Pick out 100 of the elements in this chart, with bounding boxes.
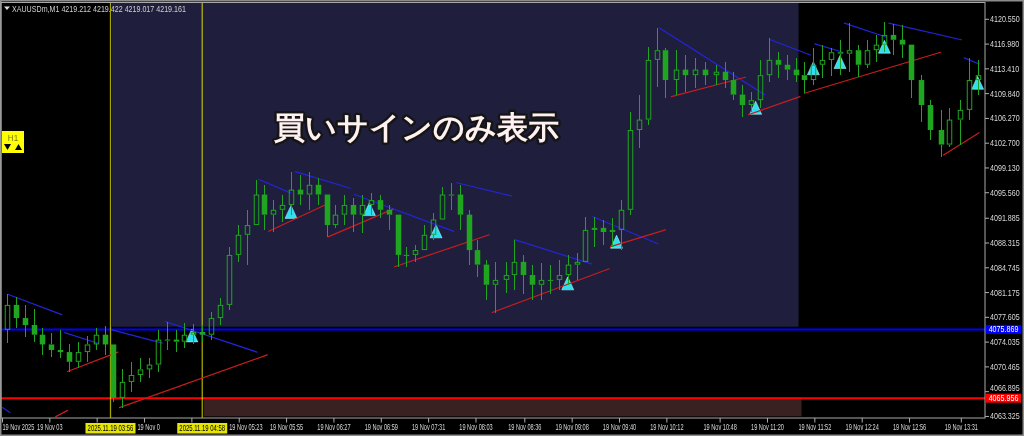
candlestick	[618, 199, 625, 251]
candlestick	[368, 192, 375, 216]
candlestick	[279, 194, 286, 223]
candlestick	[395, 214, 402, 268]
y-tick-label: 4095.560	[990, 188, 1021, 198]
x-tick-label: 19 Nov 07:31	[411, 421, 446, 433]
candlestick	[846, 22, 853, 73]
candlestick	[235, 224, 242, 263]
candlestick	[784, 54, 791, 81]
candlestick	[654, 27, 661, 88]
y-tick-label: 4074.035	[990, 337, 1021, 348]
candlestick	[529, 264, 536, 301]
candlestick	[386, 204, 393, 231]
candlestick	[208, 311, 215, 341]
candlestick	[662, 47, 669, 99]
y-tick-label: 4091.885	[990, 213, 1021, 224]
x-tick-label: 19 Nov 09:08	[555, 421, 589, 433]
candlestick	[75, 341, 82, 369]
candlestick	[757, 59, 764, 109]
candlestick	[137, 357, 144, 383]
candlestick	[199, 324, 206, 343]
candlestick	[966, 57, 973, 121]
candlestick	[350, 197, 357, 233]
candlestick	[511, 239, 518, 291]
candlestick	[173, 329, 180, 353]
candlestick	[84, 335, 91, 363]
x-tick-label: 19 Nov 12:56	[892, 421, 927, 433]
candlestick	[474, 239, 481, 278]
x-tick-label: 19 Nov 0	[137, 421, 160, 433]
candlestick	[692, 57, 699, 89]
x-tick-label: 19 Nov 06:59	[364, 421, 398, 433]
candlestick	[306, 171, 313, 211]
candlestick	[748, 91, 755, 113]
candlestick	[609, 217, 616, 248]
y-tick-label: 4088.315	[990, 238, 1021, 249]
y-tick-label: 4081.175	[990, 287, 1021, 298]
x-tick-label: 19 Nov 13:31	[944, 421, 978, 433]
candlestick	[908, 44, 915, 99]
candlestick	[4, 293, 11, 344]
candlestick	[890, 23, 897, 56]
candlestick	[918, 74, 925, 123]
annotation: 買いサインのみ表示	[274, 109, 559, 145]
candlestick	[492, 261, 499, 314]
candlestick	[766, 37, 773, 83]
candlestick	[57, 329, 64, 359]
candlestick	[155, 329, 162, 372]
candlestick	[244, 209, 251, 266]
y-tick-label: 4070.465	[990, 362, 1021, 373]
candlestick	[837, 39, 844, 76]
candlestick	[217, 297, 224, 326]
ref-line-label: 4065.956	[988, 393, 1019, 404]
candlestick	[946, 107, 953, 148]
candlestick	[261, 184, 268, 231]
y-tick-label: 4066.895	[990, 383, 1021, 394]
y-tick-label: 4113.410	[990, 64, 1020, 75]
candlestick	[775, 51, 782, 79]
candlestick	[636, 94, 643, 149]
candlestick	[48, 332, 55, 358]
candlestick	[31, 308, 38, 343]
candlestick	[582, 216, 589, 262]
candlestick	[332, 204, 339, 229]
x-tick-label: 19 Nov 11:52	[798, 421, 832, 433]
candlestick	[190, 323, 197, 345]
y-tick-label: 4109.840	[990, 89, 1021, 99]
y-tick-label: 4120.550	[990, 14, 1021, 25]
x-tick-label: 19 Nov 05:23	[229, 421, 263, 433]
candlestick	[288, 171, 295, 216]
candlestick	[864, 39, 871, 69]
candlestick	[110, 344, 117, 403]
candlestick	[315, 177, 322, 206]
y-tick-label: 4063.325	[990, 411, 1021, 422]
candlestick	[270, 199, 277, 233]
x-tick-label: 19 Nov 03	[37, 421, 63, 433]
candlestick	[828, 47, 835, 77]
candlestick	[627, 111, 634, 216]
candlestick	[181, 322, 188, 349]
y-tick-label: 4077.605	[990, 312, 1021, 323]
candlestick	[128, 361, 135, 393]
candlestick	[810, 47, 817, 86]
candlestick	[226, 246, 233, 311]
candlestick	[801, 61, 808, 94]
candlestick	[565, 254, 572, 286]
x-tick-label: 19 Nov 09:40	[602, 421, 637, 433]
x-tick-label: 19 Nov 05:55	[269, 421, 304, 433]
candlestick	[957, 99, 964, 146]
candlestick	[483, 259, 490, 301]
candlestick	[556, 259, 563, 291]
candlestick	[673, 49, 680, 96]
candlestick	[975, 59, 982, 96]
x-tick-label: 19 Nov 12:24	[845, 421, 879, 433]
candlestick	[66, 343, 73, 372]
y-tick-label: 4099.130	[990, 163, 1021, 174]
y-tick-label: 4106.270	[990, 113, 1021, 124]
candlestick	[359, 194, 366, 234]
y-tick-label: 4116.980	[990, 39, 1020, 50]
ref-line-label: 2025.11.19 03:56	[87, 423, 134, 434]
candlestick	[421, 224, 428, 251]
candlestick	[253, 179, 260, 226]
x-tick-label: 19 Nov 08:03	[459, 421, 493, 433]
candlestick	[538, 262, 545, 301]
